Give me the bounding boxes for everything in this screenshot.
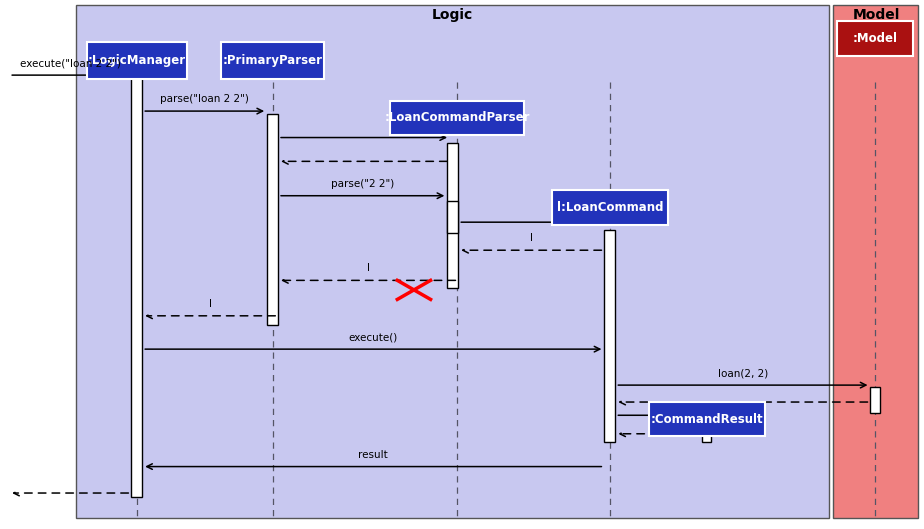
Text: :PrimaryParser: :PrimaryParser	[223, 54, 322, 67]
Bar	[87, 42, 187, 79]
Text: loan(2, 2): loan(2, 2)	[718, 368, 768, 378]
Bar	[649, 402, 765, 436]
Bar	[833, 5, 918, 518]
Bar	[837, 21, 913, 56]
Text: l: l	[529, 233, 533, 243]
Text: Logic: Logic	[432, 8, 473, 22]
Bar	[604, 230, 615, 442]
Text: Model: Model	[852, 8, 900, 22]
Text: parse("2 2"): parse("2 2")	[331, 179, 395, 189]
Bar	[870, 387, 880, 413]
Bar	[447, 143, 458, 288]
Bar	[131, 77, 142, 497]
Bar	[221, 42, 324, 79]
Text: :Model: :Model	[853, 32, 897, 45]
Text: execute("loan 2 2"): execute("loan 2 2")	[19, 58, 121, 68]
Bar	[447, 201, 458, 233]
Text: :CommandResult: :CommandResult	[650, 413, 763, 426]
Text: l:LoanCommand: l:LoanCommand	[556, 201, 663, 214]
Bar	[267, 114, 278, 325]
Text: execute(): execute()	[348, 332, 398, 342]
Text: parse("loan 2 2"): parse("loan 2 2")	[160, 94, 249, 104]
Bar	[702, 421, 711, 442]
Text: :LoanCommandParser: :LoanCommandParser	[384, 111, 530, 124]
Text: result: result	[359, 450, 388, 460]
Bar	[553, 190, 667, 225]
Bar	[76, 5, 829, 518]
Text: l: l	[209, 299, 212, 309]
Bar	[390, 101, 525, 135]
Text: :LogicManager: :LogicManager	[88, 54, 186, 67]
Text: l: l	[367, 263, 370, 273]
